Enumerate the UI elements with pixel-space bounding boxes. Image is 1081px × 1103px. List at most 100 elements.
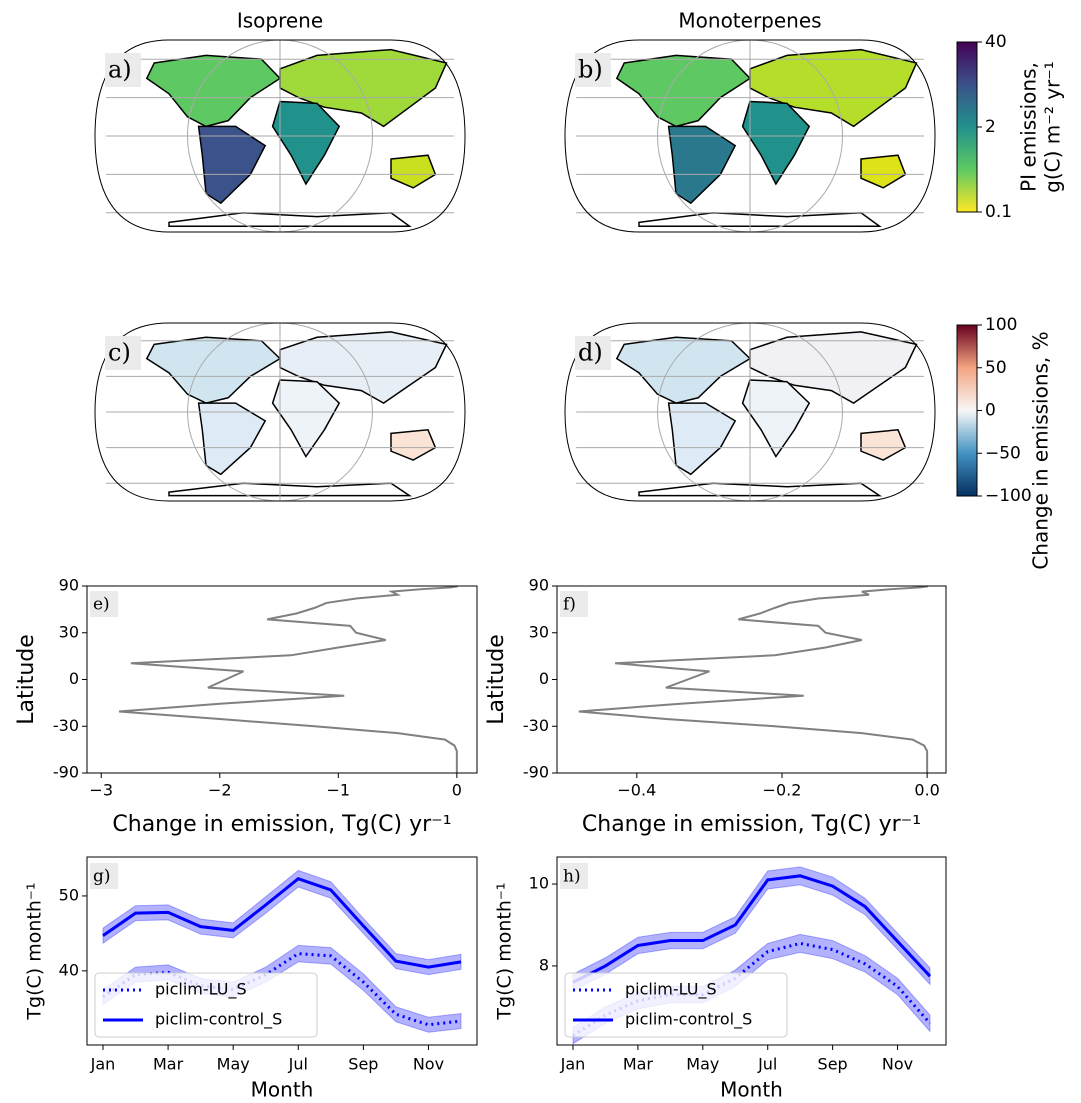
x-axis-label: Change in emission, Tg(C) yr⁻¹ bbox=[112, 812, 451, 837]
panel-label: b) bbox=[578, 56, 603, 84]
y-tick-label: -30 bbox=[53, 716, 79, 735]
x-tick-label: May bbox=[686, 1055, 719, 1074]
map-outline bbox=[94, 39, 466, 233]
colorbar bbox=[956, 41, 978, 213]
continent bbox=[145, 336, 282, 404]
x-tick-label: −0.2 bbox=[763, 781, 802, 800]
map-outline bbox=[564, 39, 936, 233]
legend-box bbox=[564, 972, 788, 1038]
panel-label-box bbox=[560, 863, 588, 889]
colorbar-tick-label: −50 bbox=[985, 443, 1021, 463]
panel-label: a) bbox=[108, 56, 132, 84]
continent bbox=[197, 125, 267, 205]
panel-label: d) bbox=[578, 339, 603, 367]
continent bbox=[390, 154, 437, 189]
colorbar bbox=[956, 324, 978, 497]
continent bbox=[749, 331, 918, 404]
continent bbox=[271, 379, 341, 458]
panel-label-box bbox=[575, 336, 611, 370]
x-tick-label: Mar bbox=[153, 1055, 184, 1074]
panel-label: h) bbox=[563, 867, 581, 887]
continent bbox=[615, 336, 752, 404]
continent bbox=[145, 54, 282, 128]
map-title: Monoterpenes bbox=[678, 9, 821, 33]
colorbar-tick-label: 0.1 bbox=[985, 202, 1012, 222]
colorbar-tick-label: 40 bbox=[985, 32, 1007, 52]
legend-label: piclim-control_S bbox=[155, 1010, 282, 1030]
series-line bbox=[572, 874, 932, 984]
continent bbox=[667, 402, 737, 476]
x-tick-label: May bbox=[217, 1055, 250, 1074]
continent bbox=[390, 429, 437, 461]
continent bbox=[741, 379, 811, 458]
panel-label-box bbox=[105, 336, 141, 370]
panel-label: e) bbox=[93, 595, 110, 615]
y-tick-label: 30 bbox=[59, 622, 79, 641]
panel-label-box bbox=[575, 53, 611, 87]
panel-label: c) bbox=[108, 339, 131, 367]
x-axis-label: Month bbox=[251, 1078, 314, 1102]
y-axis-label: Latitude bbox=[14, 634, 39, 725]
map-outline bbox=[94, 322, 466, 502]
profile-line bbox=[118, 585, 458, 773]
legend-label: piclim-LU_S bbox=[625, 980, 717, 1000]
continent bbox=[197, 402, 267, 476]
x-tick-label: −2 bbox=[208, 781, 232, 800]
plot-frame bbox=[86, 856, 478, 1046]
y-axis-label: Latitude bbox=[484, 634, 509, 725]
x-tick-label: 0.0 bbox=[914, 781, 939, 800]
continent bbox=[279, 48, 448, 128]
legend-label: piclim-control_S bbox=[625, 1010, 752, 1030]
y-tick-label: -90 bbox=[523, 763, 549, 782]
continent bbox=[667, 125, 737, 205]
y-tick-label: 50 bbox=[59, 885, 79, 904]
y-axis-label: Tg(C) month⁻¹ bbox=[24, 882, 46, 1020]
legend-label: piclim-LU_S bbox=[155, 980, 247, 1000]
y-tick-label: -30 bbox=[523, 716, 549, 735]
x-tick-label: Jan bbox=[90, 1055, 116, 1074]
x-tick-label: Jul bbox=[757, 1055, 777, 1074]
panel-label-box bbox=[90, 591, 118, 617]
x-tick-label: 0 bbox=[452, 781, 462, 800]
y-axis-label: Tg(C) month⁻¹ bbox=[494, 882, 516, 1020]
panel-label: g) bbox=[93, 867, 111, 887]
error-band bbox=[572, 866, 931, 992]
continent bbox=[279, 331, 448, 404]
x-axis-label: Month bbox=[720, 1078, 783, 1102]
y-tick-label: -90 bbox=[53, 763, 79, 782]
y-tick-label: 30 bbox=[529, 622, 549, 641]
continent bbox=[741, 100, 811, 186]
x-tick-label: Jul bbox=[288, 1055, 308, 1074]
x-tick-label: Jan bbox=[560, 1055, 586, 1074]
x-tick-label: Mar bbox=[623, 1055, 654, 1074]
y-tick-label: 0 bbox=[69, 669, 79, 688]
colorbar-label: g(C) m⁻² yr⁻¹ bbox=[1041, 61, 1065, 193]
x-tick-label: −0.4 bbox=[617, 781, 656, 800]
continent bbox=[860, 429, 907, 461]
series-line bbox=[102, 877, 462, 969]
y-tick-label: 40 bbox=[59, 960, 79, 979]
panel-label-box bbox=[105, 53, 141, 87]
x-tick-label: Nov bbox=[413, 1055, 444, 1074]
panel-label: f) bbox=[563, 595, 576, 615]
colorbar-tick-label: 0 bbox=[985, 401, 996, 421]
legend-box bbox=[94, 972, 318, 1038]
x-tick-label: Nov bbox=[882, 1055, 913, 1074]
colorbar-tick-label: −100 bbox=[985, 486, 1032, 506]
map-outline bbox=[564, 322, 936, 502]
colorbar-tick-label: 2 bbox=[985, 117, 996, 137]
x-tick-label: Sep bbox=[348, 1055, 378, 1074]
colorbar-tick-label: 100 bbox=[985, 315, 1017, 335]
continent bbox=[749, 48, 918, 128]
plot-frame bbox=[556, 585, 947, 774]
colorbar-label: Change in emissions, % bbox=[1029, 331, 1053, 569]
continent bbox=[615, 54, 752, 128]
x-tick-label: Sep bbox=[818, 1055, 848, 1074]
y-tick-label: 0 bbox=[539, 669, 549, 688]
colorbar-tick-label: 50 bbox=[985, 358, 1007, 378]
continent bbox=[860, 154, 907, 189]
y-tick-label: 90 bbox=[529, 576, 549, 595]
colorbar-label: PI emissions, bbox=[1017, 62, 1041, 192]
